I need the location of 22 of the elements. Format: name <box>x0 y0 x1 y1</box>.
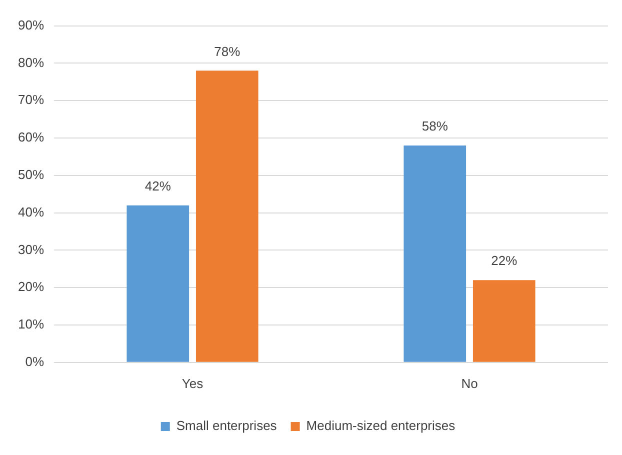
legend-label: Small enterprises <box>176 418 278 434</box>
y-tick-label: 80% <box>18 54 44 70</box>
bar <box>126 205 190 362</box>
data-label: 42% <box>144 178 172 194</box>
y-tick-label: 30% <box>18 242 44 257</box>
bar <box>196 70 258 362</box>
y-tick-label: 50% <box>18 166 44 182</box>
legend-label: Medium-sized enterprises <box>306 418 456 434</box>
y-tick-label: 10% <box>18 316 44 332</box>
data-label: 58% <box>422 118 448 134</box>
y-tick-label: 0% <box>25 354 44 369</box>
data-label: 78% <box>214 44 241 59</box>
data-label: 22% <box>491 253 518 268</box>
y-tick-label: 90% <box>18 17 44 32</box>
bar <box>404 145 466 362</box>
y-tick-label: 60% <box>18 130 44 145</box>
x-tick-label: No <box>461 376 478 391</box>
y-tick-label: 20% <box>18 279 44 294</box>
bar <box>472 280 536 362</box>
y-tick-label: 70% <box>18 92 44 108</box>
y-tick-label: 40% <box>18 204 44 220</box>
x-tick-label: Yes <box>182 376 204 391</box>
